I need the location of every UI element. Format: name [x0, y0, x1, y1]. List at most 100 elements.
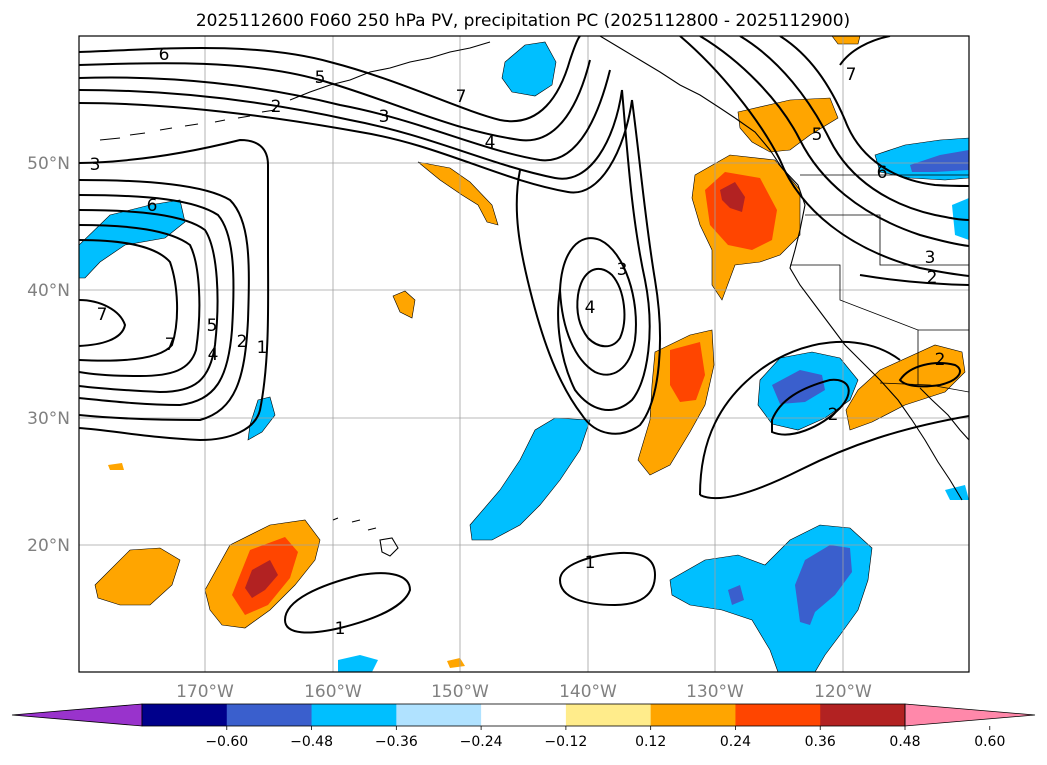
- lat-label: 40°N: [27, 281, 70, 301]
- contour-label: 1: [257, 338, 268, 358]
- state-border-1: [805, 214, 969, 266]
- precip-pos-pacific-nw-peak: [720, 182, 745, 212]
- colorbar-tick-label: 0.48: [889, 734, 920, 750]
- precip-pos-far-west: [94, 547, 181, 606]
- lon-label: 140°W: [559, 682, 617, 702]
- precip-pos-tiny2: [447, 658, 465, 668]
- aleutian-islands: [99, 109, 276, 141]
- us-mexico-border: [879, 382, 969, 393]
- pv-contour: [839, 36, 891, 66]
- contour-label: 7: [165, 335, 176, 355]
- colorbar-segment: [481, 704, 567, 726]
- lon-label: 150°W: [431, 682, 489, 702]
- colorbar-segment: [565, 704, 652, 726]
- state-border-2: [790, 264, 919, 385]
- map-panel: 6 5 2 7 3 4 3 6 7 7 4 5 2 1 3 4 7 5 6 3: [27, 35, 970, 702]
- contour-label: 4: [485, 133, 496, 153]
- contour-label: 3: [379, 107, 390, 127]
- contour-label: 7: [846, 65, 857, 85]
- pv-contour: [699, 36, 969, 247]
- lon-label: 170°W: [176, 682, 234, 702]
- map-frame: [78, 35, 970, 673]
- contour-label: 7: [97, 305, 108, 325]
- precip-neg-subtropics: [469, 417, 591, 541]
- pv-contour: [898, 362, 961, 388]
- colorbar-tick-label: 0.24: [720, 734, 751, 750]
- contour-label: 6: [877, 163, 888, 183]
- lat-label: 30°N: [27, 409, 70, 429]
- pv-contour: [779, 36, 969, 187]
- hawaii-islands: [332, 517, 399, 557]
- contour-label: 5: [207, 316, 218, 336]
- contour-label: 4: [585, 298, 596, 318]
- pv-contour-labels: 6 5 2 7 3 4 3 6 7 7 4 5 2 1 3 4 7 5 6 3: [90, 45, 946, 639]
- colorbar-outline: [141, 703, 906, 727]
- pv-contour: [79, 138, 270, 442]
- contour-label: 6: [147, 196, 158, 216]
- precip-neg-south-core: [795, 545, 852, 625]
- colorbar-tick-label: −0.60: [205, 734, 248, 750]
- lat-label: 50°N: [27, 154, 70, 174]
- pv-contour: [515, 99, 661, 435]
- precip-neg-canada-east-core: [910, 150, 969, 172]
- pv-contour: [79, 69, 611, 162]
- lon-label: 130°W: [686, 682, 744, 702]
- pv-contour: [699, 340, 901, 496]
- colorbar-segment: [311, 704, 397, 726]
- precip-positive-anomalies: [94, 36, 966, 668]
- pv-contour: [558, 237, 637, 376]
- contour-label: 5: [315, 68, 326, 88]
- pv-contour: [79, 299, 127, 347]
- colorbar-extend-high: [904, 703, 1036, 727]
- colorbar-segment: [142, 704, 228, 726]
- pv-contour: [79, 89, 623, 180]
- precip-pos-small: [392, 290, 416, 319]
- precip-neg-south-core2: [728, 585, 744, 605]
- contour-label: 3: [617, 260, 628, 280]
- colorbar-tick-label: −0.36: [375, 734, 418, 750]
- colorbar-tick-label: 0.36: [805, 734, 836, 750]
- precip-neg-gulf-alaska: [501, 41, 557, 97]
- contour-label: 1: [335, 619, 346, 639]
- contour-label: 3: [925, 248, 936, 268]
- colorbar-segment: [650, 704, 736, 726]
- colorbar-tick-label: 0.12: [635, 734, 666, 750]
- contour-label: 6: [159, 45, 170, 65]
- gridlines: [79, 36, 969, 672]
- precip-pos-canada-north: [831, 36, 861, 45]
- pv-contour: [79, 59, 591, 142]
- precip-pos-socal: [845, 344, 966, 431]
- colorbar-segment: [226, 704, 313, 726]
- colorbar-segment: [820, 704, 906, 726]
- precip-neg-ca-offshore-core: [772, 370, 825, 404]
- pv-contour: [79, 99, 633, 194]
- pv-contour: [557, 89, 651, 411]
- contour-label: 1: [585, 553, 596, 573]
- colorbar-extend-low: [11, 703, 143, 727]
- lat-label: 20°N: [27, 536, 70, 556]
- contour-label: 5: [812, 125, 823, 145]
- colorbar-tick-label: −0.48: [290, 734, 333, 750]
- contour-label: 7: [456, 87, 467, 107]
- contour-label: 2: [271, 97, 282, 117]
- figure-title: 2025112600 F060 250 hPa PV, precipitatio…: [196, 11, 850, 31]
- baja-east-coast: [919, 387, 969, 441]
- pv-contour: [771, 378, 850, 436]
- longitude-labels: 170°W 160°W 150°W 140°W 130°W 120°W: [176, 682, 872, 702]
- precip-pos-central-core: [670, 342, 705, 402]
- pv-contour: [283, 572, 412, 634]
- contour-label: 3: [90, 155, 101, 175]
- pv-contour: [79, 179, 250, 422]
- pv-contour: [79, 209, 219, 394]
- colorbar-segment: [735, 704, 821, 726]
- contour-label: 2: [237, 332, 248, 352]
- contour-label: 4: [208, 345, 219, 365]
- pv-contour: [79, 194, 235, 407]
- pv-contour: [679, 36, 969, 277]
- alaska-coast: [599, 36, 736, 119]
- contour-label: 2: [935, 350, 946, 370]
- lon-label: 160°W: [304, 682, 362, 702]
- precip-neg-small-30n: [247, 396, 276, 441]
- pv-contour: [699, 415, 969, 500]
